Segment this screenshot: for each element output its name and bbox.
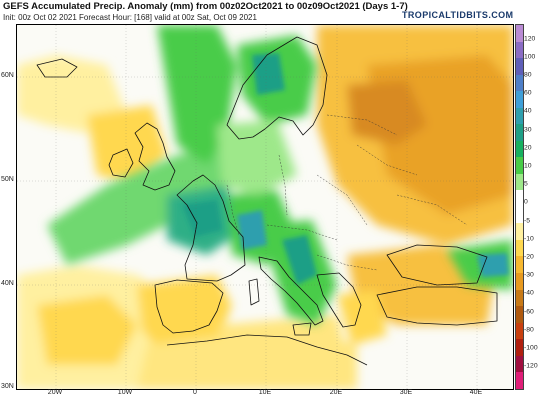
- colorbar-label: 30: [524, 126, 532, 134]
- lon-label-20e: 20E: [329, 389, 343, 396]
- colorbar-label: -60: [524, 308, 534, 316]
- dry-baltic-core: [347, 80, 427, 145]
- colorbar-label: 120: [524, 35, 536, 43]
- wet-core-alps: [237, 210, 267, 250]
- colorbar-segment: [516, 124, 523, 141]
- dry-atlantic-core: [37, 295, 137, 365]
- dry-uk-ireland: [87, 105, 167, 185]
- colorbar: [515, 24, 524, 390]
- colorbar-segment: [516, 206, 523, 224]
- lon-label-10e: 10E: [258, 389, 272, 396]
- colorbar-label: -100: [524, 344, 538, 352]
- colorbar-segment: [516, 41, 523, 59]
- lon-label-30e: 30E: [399, 389, 413, 396]
- colorbar-label: 60: [524, 89, 532, 97]
- coast-black-sea: [386, 244, 488, 286]
- wet-north-sea: [157, 25, 237, 165]
- lon-label-40e: 40E: [469, 389, 483, 396]
- wet-core-adriatic: [282, 235, 317, 285]
- colorbar-segment: [516, 272, 523, 290]
- colorbar-label: -10: [524, 235, 534, 243]
- coast-north-africa: [166, 334, 368, 366]
- coast-great-britain: [134, 122, 176, 191]
- colorbar-segment: [516, 58, 523, 75]
- colorbar-label: 100: [524, 53, 536, 61]
- coast-turkey: [376, 286, 498, 326]
- country-borders: [226, 114, 468, 271]
- colorbar-segment: [516, 256, 523, 273]
- colorbar-segment: [516, 74, 523, 92]
- colorbar-label: 0: [524, 198, 528, 206]
- lat-label-50n: 50N: [1, 176, 14, 183]
- site-watermark: TROPICALTIDBITS.COM: [402, 10, 514, 20]
- border-poland-ukraine: [316, 174, 368, 226]
- coast-sardinia-corsica: [248, 278, 260, 306]
- coast-sicily: [292, 322, 312, 336]
- dry-mediterranean: [217, 315, 347, 365]
- lat-label-40n: 40N: [1, 280, 14, 287]
- colorbar-segment: [516, 91, 523, 108]
- colorbar-segment: [516, 173, 523, 191]
- coastlines: [36, 36, 498, 366]
- colorbar-label: 40: [524, 107, 532, 115]
- dry-anomaly-regions: [17, 25, 513, 389]
- colorbar-segment: [516, 239, 523, 257]
- border-austria-hungary: [266, 224, 338, 241]
- colorbar-segment: [516, 190, 523, 207]
- coast-iceland: [36, 58, 78, 78]
- coast-balkans-greece: [316, 272, 362, 328]
- map-frame: [16, 24, 514, 390]
- dry-greece: [337, 290, 387, 345]
- border-belarus-russia: [356, 144, 418, 176]
- coast-ireland: [108, 148, 134, 178]
- wet-central-europe: [217, 120, 297, 195]
- lat-label-30n: 30N: [1, 383, 14, 390]
- colorbar-segment: [516, 140, 523, 158]
- lon-label-20w: 20W: [47, 389, 63, 396]
- lat-lon-grid: [17, 25, 513, 389]
- colorbar-segment: [516, 372, 523, 389]
- lat-label-60n: 60N: [1, 72, 14, 79]
- colorbar-label: 20: [524, 144, 532, 152]
- coast-italy: [258, 256, 324, 326]
- colorbar-segment: [516, 322, 523, 340]
- colorbar-segment: [516, 157, 523, 174]
- colorbar-label: 80: [524, 71, 532, 79]
- colorbar-label: -120: [524, 362, 538, 370]
- lon-label-0: 0: [193, 389, 197, 396]
- border-balkans: [316, 254, 378, 271]
- border-germany-poland: [278, 154, 288, 216]
- colorbar-segment: [516, 25, 523, 42]
- coast-iberia: [154, 279, 224, 334]
- precip-anomaly-map: [17, 25, 513, 389]
- colorbar-label: -80: [524, 326, 534, 334]
- colorbar-segment: [516, 339, 523, 356]
- colorbar-label: 5: [524, 180, 528, 188]
- forecast-info: Init: 00z Oct 02 2021 Forecast Hour: [16…: [3, 13, 257, 22]
- colorbar-label: -40: [524, 289, 534, 297]
- wet-anomaly-cores: [182, 53, 509, 285]
- coast-scandinavia: [226, 36, 328, 140]
- wet-core-east: [477, 253, 509, 277]
- wet-atlantic-band: [47, 145, 237, 265]
- map-title: GEFS Accumulated Precip. Anomaly (mm) fr…: [3, 1, 408, 12]
- colorbar-label: 10: [524, 162, 532, 170]
- colorbar-segment: [516, 107, 523, 125]
- lon-label-10w: 10W: [117, 389, 133, 396]
- coast-france-westeurope: [176, 174, 246, 282]
- wet-core-brittany: [182, 200, 222, 237]
- colorbar-segment: [516, 306, 523, 323]
- colorbar-label: -5: [524, 217, 531, 225]
- colorbar-segment: [516, 355, 523, 373]
- colorbar-label: -30: [524, 271, 534, 279]
- colorbar-segment: [516, 223, 523, 240]
- colorbar-label: -20: [524, 253, 534, 261]
- border-baltic-states: [326, 114, 398, 136]
- colorbar-segment: [516, 289, 523, 307]
